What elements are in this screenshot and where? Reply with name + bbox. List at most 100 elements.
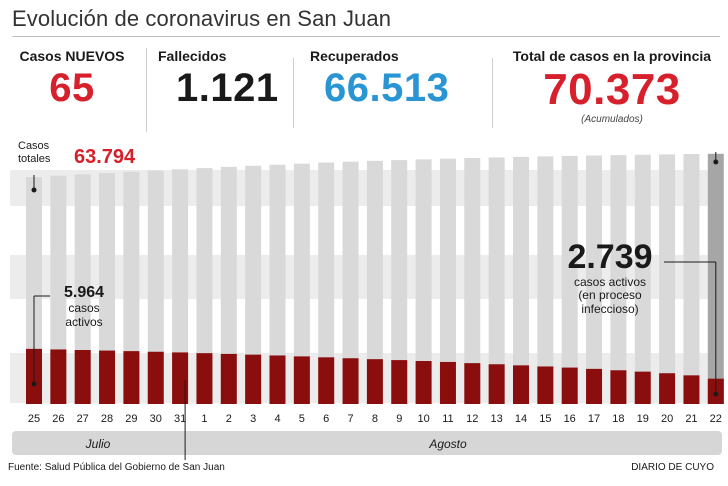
stat-total-value: 70.373 bbox=[543, 65, 681, 114]
total-cases-bar bbox=[220, 166, 237, 404]
stat-separator bbox=[492, 58, 493, 128]
x-tick-label: 20 bbox=[661, 413, 673, 425]
x-tick-label: 13 bbox=[491, 413, 503, 425]
total-cases-bar bbox=[634, 154, 651, 404]
x-tick-label: 10 bbox=[417, 413, 429, 425]
stat-new-cases-value: 65 bbox=[49, 66, 95, 110]
start-active-annotation: 5.964 casos activos bbox=[46, 284, 122, 330]
total-cases-bar bbox=[464, 157, 481, 404]
x-tick-label: 25 bbox=[28, 413, 40, 425]
active-cases-bar bbox=[537, 366, 554, 404]
x-tick-label: 12 bbox=[466, 413, 478, 425]
end-active-dot bbox=[713, 391, 719, 397]
active-cases-bar bbox=[683, 375, 700, 404]
active-cases-bar bbox=[634, 371, 651, 404]
total-leader-dot bbox=[31, 187, 37, 193]
stat-deaths: Fallecidos 1.121 bbox=[158, 48, 288, 108]
total-cases-bar bbox=[293, 163, 310, 404]
active-cases-bar bbox=[50, 349, 67, 404]
x-tick-label: 11 bbox=[442, 413, 453, 425]
month-label-july: Julio bbox=[85, 437, 111, 451]
stat-new-cases-label: Casos NUEVOS bbox=[19, 48, 125, 64]
total-cases-start-value: 63.794 bbox=[74, 146, 136, 168]
active-cases-bar bbox=[415, 361, 432, 404]
x-tick-label: 14 bbox=[515, 413, 527, 425]
active-cases-bar bbox=[245, 354, 262, 404]
total-cases-label-line1: Casos bbox=[18, 140, 50, 152]
x-tick-label: 27 bbox=[77, 413, 89, 425]
active-cases-bar bbox=[220, 353, 237, 404]
active-cases-bar bbox=[293, 356, 310, 404]
start-active-line2: activos bbox=[65, 315, 103, 330]
active-cases-bar bbox=[99, 350, 116, 404]
x-tick-label: 29 bbox=[125, 413, 137, 425]
stat-total-label: Total de casos en la provincia bbox=[512, 48, 712, 64]
stat-recovered: Recuperados 66.513 bbox=[310, 48, 480, 108]
x-tick-label: 31 bbox=[174, 413, 186, 425]
end-active-value: 2.739 bbox=[567, 238, 653, 276]
total-cases-bar bbox=[172, 169, 189, 404]
total-cases-bar bbox=[342, 161, 359, 404]
x-tick-label: 7 bbox=[347, 413, 353, 425]
total-cases-bar bbox=[99, 173, 116, 404]
x-tick-label: 1 bbox=[201, 413, 207, 425]
x-tick-label: 17 bbox=[588, 413, 600, 425]
stat-total-note: (Acumulados) bbox=[581, 114, 643, 125]
x-tick-label: 21 bbox=[685, 413, 697, 425]
active-cases-bar bbox=[561, 367, 578, 404]
source-note: Fuente: Salud Pública del Gobierno de Sa… bbox=[8, 462, 225, 473]
total-cases-bar bbox=[537, 156, 554, 404]
x-tick-label: 3 bbox=[250, 413, 256, 425]
end-active-line3: infeccioso) bbox=[581, 302, 639, 317]
total-cases-bar bbox=[74, 174, 91, 404]
total-cases-bar bbox=[366, 160, 383, 404]
active-cases-bar bbox=[318, 357, 335, 404]
total-cases-bar bbox=[488, 157, 505, 404]
active-cases-bar bbox=[123, 351, 140, 404]
month-strip bbox=[12, 431, 722, 455]
active-cases-bar bbox=[366, 359, 383, 404]
stat-separator bbox=[146, 48, 147, 132]
stat-deaths-value: 1.121 bbox=[176, 66, 279, 110]
x-tick-label: 19 bbox=[637, 413, 649, 425]
active-cases-bar bbox=[439, 361, 456, 404]
x-tick-label: 22 bbox=[710, 413, 722, 425]
active-cases-bar bbox=[659, 373, 676, 404]
x-tick-label: 5 bbox=[299, 413, 305, 425]
total-cases-bar bbox=[683, 154, 700, 404]
total-cases-bar bbox=[439, 158, 456, 404]
stat-recovered-label: Recuperados bbox=[310, 48, 399, 64]
active-cases-bar bbox=[610, 370, 627, 404]
total-end-dot bbox=[713, 159, 719, 165]
total-cases-bar bbox=[50, 175, 67, 404]
chart-title: Evolución de coronavirus en San Juan bbox=[12, 6, 392, 31]
stat-total: Total de casos en la provincia 70.373 (A… bbox=[500, 48, 724, 125]
total-cases-annotation: Casos totales bbox=[18, 140, 74, 165]
total-cases-label-line2: totales bbox=[18, 152, 51, 165]
x-tick-label: 18 bbox=[612, 413, 624, 425]
active-cases-bar bbox=[147, 351, 164, 404]
total-cases-bar bbox=[391, 160, 408, 404]
total-cases-bar bbox=[147, 170, 164, 404]
total-cases-bar bbox=[513, 156, 529, 404]
x-tick-label: 30 bbox=[150, 413, 162, 425]
start-active-dot bbox=[31, 381, 37, 387]
total-cases-bar bbox=[245, 165, 262, 404]
stat-recovered-value: 66.513 bbox=[324, 66, 450, 110]
stat-separator bbox=[293, 58, 294, 128]
active-cases-bar bbox=[342, 358, 359, 404]
end-active-annotation: 2.739 casos activos (en proceso infeccio… bbox=[548, 238, 672, 317]
active-cases-bar bbox=[464, 363, 481, 404]
start-active-line1: casos bbox=[68, 301, 100, 316]
end-active-line2: (en proceso bbox=[578, 288, 642, 303]
total-cases-bar bbox=[415, 159, 432, 404]
publisher-credit: DIARIO DE CUYO bbox=[631, 462, 714, 473]
total-cases-bar bbox=[26, 177, 42, 404]
active-cases-bar bbox=[269, 355, 286, 404]
title-divider bbox=[12, 36, 720, 37]
x-tick-label: 9 bbox=[396, 413, 402, 425]
start-active-value: 5.964 bbox=[63, 284, 105, 301]
active-cases-bar bbox=[586, 368, 603, 404]
active-cases-bar bbox=[74, 350, 91, 404]
